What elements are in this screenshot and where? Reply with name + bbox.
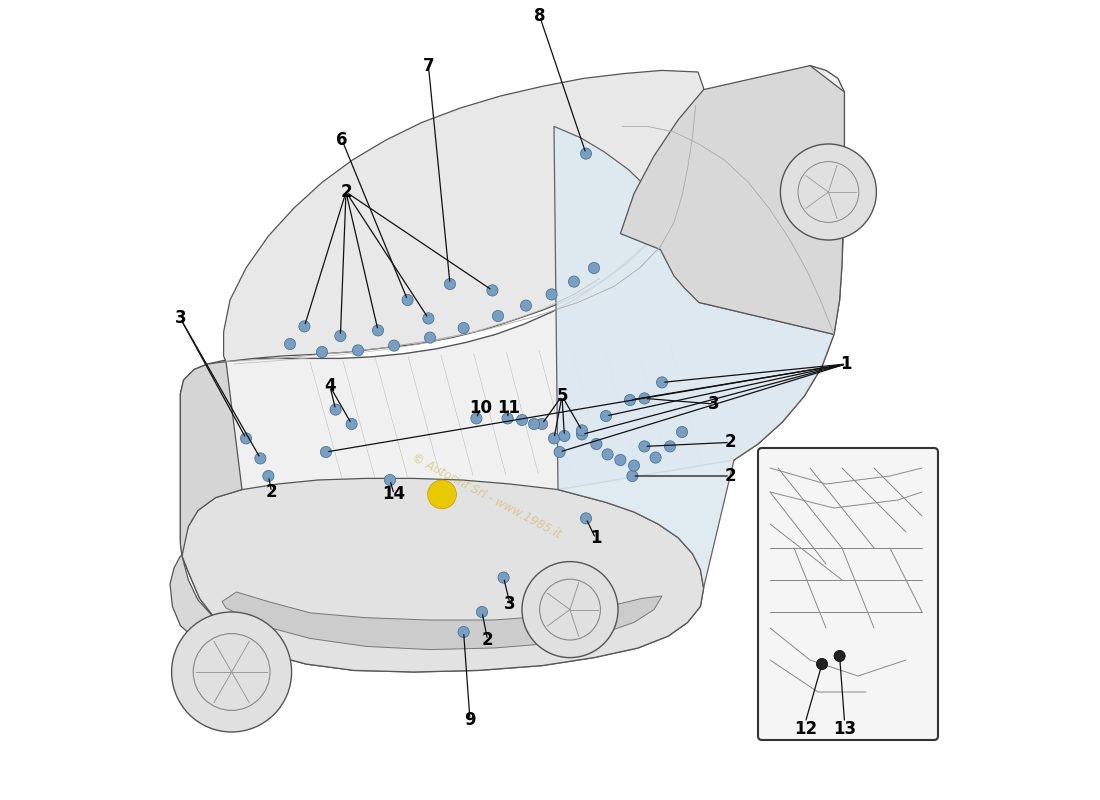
- Polygon shape: [180, 66, 845, 672]
- Text: 3: 3: [504, 595, 516, 613]
- Text: 2: 2: [724, 434, 736, 451]
- Circle shape: [627, 470, 638, 482]
- Circle shape: [664, 441, 675, 452]
- Text: 6: 6: [337, 131, 348, 149]
- Text: 8: 8: [534, 7, 546, 25]
- Text: 3: 3: [175, 310, 186, 327]
- Text: 3: 3: [708, 395, 719, 413]
- Circle shape: [241, 433, 252, 444]
- Circle shape: [425, 332, 436, 343]
- Circle shape: [334, 330, 346, 342]
- Circle shape: [546, 289, 558, 300]
- Circle shape: [650, 452, 661, 463]
- Circle shape: [428, 480, 456, 509]
- Circle shape: [172, 612, 292, 732]
- Circle shape: [591, 438, 602, 450]
- Circle shape: [317, 346, 328, 358]
- Text: 1: 1: [840, 355, 851, 373]
- Circle shape: [476, 606, 487, 618]
- Circle shape: [522, 562, 618, 658]
- Text: 9: 9: [464, 711, 476, 729]
- Circle shape: [299, 321, 310, 332]
- Text: 2: 2: [724, 467, 736, 485]
- Text: 10: 10: [469, 399, 492, 417]
- Circle shape: [255, 453, 266, 464]
- Circle shape: [537, 418, 548, 430]
- Circle shape: [601, 410, 612, 422]
- Circle shape: [559, 430, 570, 442]
- Text: 2: 2: [482, 631, 494, 649]
- Text: 14: 14: [383, 486, 406, 503]
- Text: 7: 7: [422, 57, 435, 74]
- Circle shape: [458, 626, 470, 638]
- Circle shape: [384, 474, 396, 486]
- Circle shape: [402, 294, 414, 306]
- Text: 5: 5: [557, 387, 568, 405]
- Circle shape: [657, 377, 668, 388]
- Circle shape: [352, 345, 364, 356]
- Circle shape: [628, 460, 639, 471]
- Circle shape: [444, 278, 455, 290]
- Circle shape: [576, 425, 587, 436]
- Circle shape: [615, 454, 626, 466]
- Text: 4: 4: [324, 378, 336, 395]
- Circle shape: [346, 418, 358, 430]
- Circle shape: [588, 262, 600, 274]
- Circle shape: [493, 310, 504, 322]
- Circle shape: [569, 276, 580, 287]
- Circle shape: [581, 148, 592, 159]
- Circle shape: [330, 404, 341, 415]
- Circle shape: [549, 433, 560, 444]
- Polygon shape: [170, 556, 279, 668]
- Circle shape: [676, 426, 688, 438]
- Polygon shape: [182, 478, 704, 672]
- Circle shape: [520, 300, 531, 311]
- Circle shape: [388, 340, 399, 351]
- Circle shape: [516, 414, 528, 426]
- Circle shape: [285, 338, 296, 350]
- Circle shape: [576, 429, 587, 440]
- Circle shape: [498, 572, 509, 583]
- Circle shape: [502, 413, 514, 424]
- Circle shape: [458, 322, 470, 334]
- Polygon shape: [222, 592, 662, 650]
- Circle shape: [780, 144, 877, 240]
- Circle shape: [471, 413, 482, 424]
- Text: 2: 2: [266, 483, 277, 501]
- Polygon shape: [620, 66, 845, 334]
- Polygon shape: [180, 362, 242, 556]
- Circle shape: [422, 313, 435, 324]
- Text: 1: 1: [590, 530, 602, 547]
- Text: 2: 2: [340, 183, 352, 201]
- Circle shape: [581, 513, 592, 524]
- Text: 11: 11: [497, 399, 520, 417]
- Circle shape: [834, 650, 845, 662]
- Circle shape: [487, 285, 498, 296]
- Polygon shape: [223, 70, 704, 362]
- Text: © Autorinf Srl - www.1985.it: © Autorinf Srl - www.1985.it: [409, 451, 563, 541]
- Circle shape: [816, 658, 827, 670]
- Circle shape: [639, 393, 650, 404]
- Polygon shape: [554, 126, 834, 588]
- Circle shape: [554, 446, 565, 458]
- Circle shape: [639, 441, 650, 452]
- Circle shape: [625, 394, 636, 406]
- Text: 12: 12: [794, 720, 817, 738]
- Text: 13: 13: [833, 720, 856, 738]
- FancyBboxPatch shape: [758, 448, 938, 740]
- Circle shape: [263, 470, 274, 482]
- Circle shape: [373, 325, 384, 336]
- Circle shape: [320, 446, 331, 458]
- Circle shape: [528, 418, 540, 430]
- Circle shape: [602, 449, 613, 460]
